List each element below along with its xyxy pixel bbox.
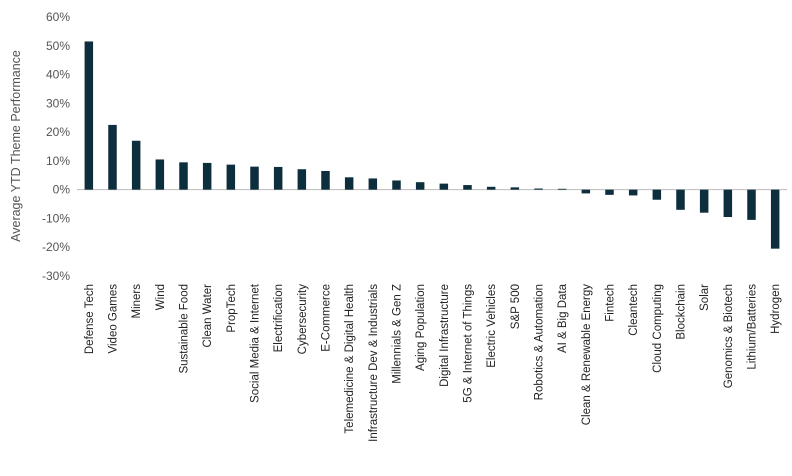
bar [392,180,401,190]
bar [179,162,188,190]
x-tick-label: Fintech [605,284,617,322]
bar [510,187,520,190]
x-tick-label: Solar [699,284,711,311]
x-tick-label: PropTech [226,284,238,333]
bar [581,189,591,194]
bar [605,189,614,195]
x-tick-label: Cleantech [628,284,640,336]
bar [486,186,496,190]
x-tick-label: Clean Water [202,284,214,348]
bar [108,124,117,190]
x-tick-label: Lithium/Batteries [747,284,759,370]
x-tick-label: AI & Big Data [557,283,569,353]
y-tick-label: -10% [42,211,70,225]
y-tick-label: -20% [42,240,70,254]
bar [723,189,733,218]
x-tick-label: Blockchain [676,284,688,340]
y-tick-label: 60% [46,10,70,24]
x-tick-label: Electrification [273,284,285,352]
x-tick-label: Sustainable Food [179,284,191,374]
x-tick-label: Video Games [108,284,120,354]
bar [321,170,330,190]
bar [699,189,709,213]
x-tick-label: Cloud Computing [652,284,664,373]
bar [368,178,378,190]
x-tick-label: Hydrogen [770,284,782,334]
x-tick-label: Millennials & Gen Z [392,284,404,384]
x-tick-label: Genomics & Biotech [723,284,735,388]
bar [439,183,449,190]
bars [84,41,780,249]
y-tick-label: 10% [46,154,70,168]
y-tick-label: 50% [46,39,70,53]
bar [628,189,638,196]
bar [273,166,283,190]
y-tick-label: 40% [46,68,70,82]
x-tick-label: Defense Tech [84,284,96,354]
x-tick-label: Clean & Renewable Energy [581,284,593,426]
bar [226,164,236,190]
bar [250,166,259,190]
x-tick-label: Wind [155,284,167,310]
x-axis-categories: Defense Tech Video Games Miners Wind Sustain… [84,283,782,442]
x-tick-label: Miners [131,284,143,319]
bar [747,189,756,220]
x-tick-label: Telemedicine & Digital Health [344,284,356,434]
bar [463,185,472,190]
bar [84,41,94,190]
bar [202,162,212,190]
bar [415,182,425,190]
x-tick-label: E-Commerce [321,284,333,352]
x-tick-label: Electric Vehicles [486,284,498,368]
y-tick-label: 0% [53,183,71,197]
bar [131,140,141,190]
y-tick-label: 30% [46,96,70,110]
x-tick-label: Robotics & Automation [534,284,546,400]
bar [344,177,354,190]
y-tick-label: 20% [46,125,70,139]
bar [297,169,307,190]
x-tick-label: S&P 500 [510,284,522,329]
x-tick-label: 5G & Internet of Things [463,284,475,403]
bar [770,189,780,249]
bar [534,188,543,190]
x-tick-label: Social Media & Internet [250,283,262,403]
y-axis-label: Average YTD Theme Performance [9,50,23,242]
y-axis: 60% 50% 40% 30% 20% 10% 0% -10% -20% -30% [42,10,70,283]
x-tick-label: Digital Infrastructure [439,284,451,387]
y-tick-label: -30% [42,269,70,283]
bar [557,188,567,190]
bar [155,159,165,190]
bar [676,189,685,210]
x-tick-label: Infrastructure Dev & Industrials [368,284,380,442]
x-tick-label: Aging Population [415,284,427,371]
x-tick-label: Cybersecurity [297,284,309,355]
bar [652,189,662,200]
